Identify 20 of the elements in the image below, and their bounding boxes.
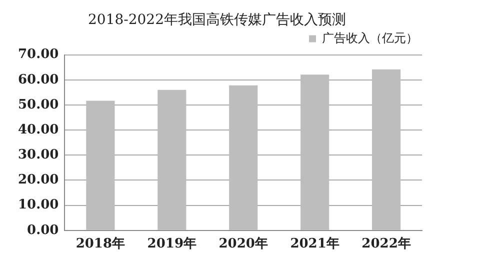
y-tick-label: 10.00 bbox=[18, 198, 59, 213]
y-tick-label: 20.00 bbox=[18, 172, 59, 188]
y-tick-label: 70.00 bbox=[18, 47, 59, 62]
bar bbox=[158, 90, 186, 230]
bar bbox=[86, 100, 115, 230]
y-tick-label: 50.00 bbox=[18, 97, 59, 112]
y-tick-label: 0.00 bbox=[27, 222, 59, 238]
x-tick-label: 2018年 bbox=[76, 236, 126, 252]
bar bbox=[229, 85, 258, 230]
x-tick-label: 2019年 bbox=[147, 236, 196, 252]
bar bbox=[300, 74, 330, 230]
x-tick-label: 2020年 bbox=[218, 236, 268, 252]
y-tick-label: 60.00 bbox=[18, 72, 59, 88]
x-tick-label: 2022年 bbox=[362, 236, 411, 252]
legend-label: 广告收入（亿元） bbox=[322, 30, 418, 45]
y-tick-label: 30.00 bbox=[18, 148, 59, 163]
bar bbox=[372, 69, 401, 230]
chart-title: 2018-2022年我国高铁传媒广告收入预测 bbox=[88, 12, 346, 28]
x-tick-label: 2021年 bbox=[290, 236, 340, 252]
y-tick-label: 40.00 bbox=[18, 122, 59, 138]
